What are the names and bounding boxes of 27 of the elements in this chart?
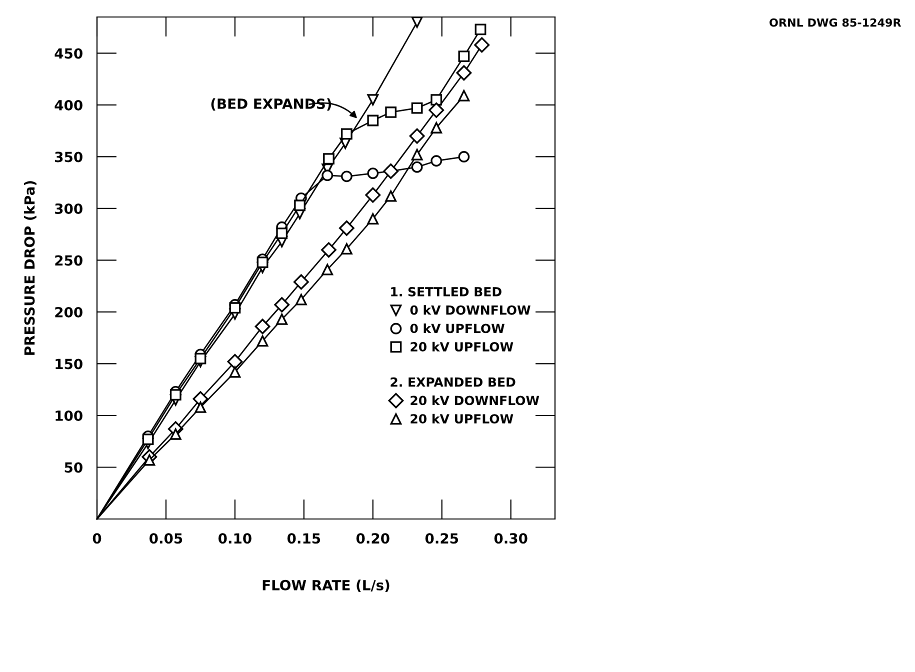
legend-label: 0 kV DOWNFLOW <box>410 305 530 315</box>
y-tick-label: 250 <box>55 255 82 266</box>
legend-label: 20 kV UPFLOW <box>410 414 514 424</box>
y-tick-label: 300 <box>55 203 82 214</box>
y-tick-label: 200 <box>55 306 82 318</box>
y-tick-label: 350 <box>55 152 82 162</box>
x-tick-label: 0.30 <box>494 533 528 544</box>
x-tick-label: 0.10 <box>218 533 252 544</box>
x-tick-label: 0.05 <box>150 533 182 544</box>
y-tick-label: 50 <box>64 462 82 473</box>
y-tick-label: 400 <box>54 100 82 110</box>
annotation: (BED EXPANDS) <box>211 98 332 111</box>
x-tick-label: 0.25 <box>425 533 458 544</box>
legend-label: 20 kV DOWNFLOW <box>410 396 540 406</box>
y-axis-title: PRESSURE DROP (kPa) <box>24 181 36 355</box>
x-tick-label: 0 <box>92 533 102 544</box>
legend-label: 20 kV UPFLOW <box>410 342 514 352</box>
x-tick-label: 0.20 <box>356 533 390 544</box>
annotation: 2. EXPANDED BED <box>390 377 516 387</box>
y-tick-label: 450 <box>54 48 82 59</box>
text: ORNL DWG 85-1249R <box>770 18 902 27</box>
legend-label: 0 kV UPFLOW <box>410 323 504 334</box>
x-axis-title: FLOW RATE (L/s) <box>262 580 390 592</box>
annotation: 1. SETTLED BED <box>391 287 502 296</box>
y-tick-label: 100 <box>56 410 82 421</box>
x-tick-label: 0.15 <box>287 533 320 544</box>
y-tick-label: 150 <box>56 358 82 370</box>
